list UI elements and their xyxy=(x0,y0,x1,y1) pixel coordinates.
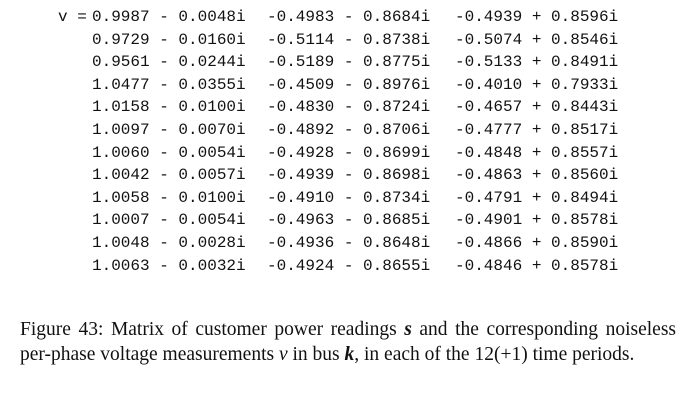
caption-symbol: k xyxy=(344,343,355,365)
matrix-entry: 1.0042 - 0.0057i xyxy=(92,166,246,185)
matrix-entry: -0.4901 + 0.8578i xyxy=(455,211,619,230)
matrix-entry: 1.0477 - 0.0355i xyxy=(92,75,246,94)
matrix-entry: -0.4939 + 0.8596i xyxy=(455,8,619,26)
matrix-entry: -0.4910 - 0.8734i xyxy=(267,188,431,207)
caption-symbol: s xyxy=(404,319,412,340)
matrix-entry: 1.0097 - 0.0070i xyxy=(92,120,246,139)
matrix-entry: 1.0060 - 0.0054i xyxy=(92,143,246,162)
caption: Figure 43: Matrix of customer power read… xyxy=(20,318,676,367)
matrix-entry: 1.0058 - 0.0100i xyxy=(92,188,246,207)
caption-text: Matrix of customer power readings xyxy=(110,319,397,340)
caption-text: , in each of the 12(+1) time periods. xyxy=(354,343,635,365)
matrix-entry: 0.9561 - 0.0244i xyxy=(92,53,246,72)
matrix-entry: -0.4509 - 0.8976i xyxy=(267,75,431,94)
matrix-entry: -0.4863 + 0.8560i xyxy=(455,166,619,185)
matrix-entry: 1.0048 - 0.0028i xyxy=(92,233,246,252)
matrix-entry: -0.5133 + 0.8491i xyxy=(455,53,619,72)
matrix-entry: -0.4939 - 0.8698i xyxy=(267,166,431,185)
matrix-entry: 1.0063 - 0.0032i xyxy=(92,256,246,275)
matrix-entry: -0.4963 - 0.8685i xyxy=(267,211,431,230)
matrix-entry: -0.4892 - 0.8706i xyxy=(267,120,431,139)
matrix-entry: 0.9729 - 0.0160i xyxy=(92,30,246,49)
matrix-label: v = xyxy=(58,8,87,26)
matrix-entry: -0.5189 - 0.8775i xyxy=(267,53,431,72)
matrix-entry: -0.4657 + 0.8443i xyxy=(455,98,619,117)
matrix-entry: -0.4928 - 0.8699i xyxy=(267,143,431,162)
matrix-entry: -0.4010 + 0.7933i xyxy=(455,75,619,94)
matrix-entry: -0.5074 + 0.8546i xyxy=(455,30,619,49)
caption-text: and the corresponding noiseless per-phas… xyxy=(20,319,676,365)
matrix-entry: 1.0007 - 0.0054i xyxy=(92,211,246,230)
matrix-entry: -0.4866 + 0.8590i xyxy=(455,233,619,252)
figure-label: Figure 43: xyxy=(20,319,104,340)
caption-symbol: v xyxy=(278,343,288,365)
matrix-entry: -0.4848 + 0.8557i xyxy=(455,143,619,162)
matrix-entry: -0.4924 - 0.8655i xyxy=(267,256,431,275)
matrix-entry: 1.0158 - 0.0100i xyxy=(92,98,246,117)
matrix-entry: -0.4936 - 0.8648i xyxy=(267,233,431,252)
matrix-entry: -0.4830 - 0.8724i xyxy=(267,98,431,117)
matrix-entry: -0.4777 + 0.8517i xyxy=(455,120,619,139)
matrix-entry: -0.4983 - 0.8684i xyxy=(267,8,431,26)
caption-text: in bus xyxy=(292,343,340,365)
matrix-entry: -0.4791 + 0.8494i xyxy=(455,188,619,207)
matrix-entry: 0.9987 - 0.0048i xyxy=(92,8,246,26)
matrix-entry: -0.4846 + 0.8578i xyxy=(455,256,619,275)
matrix-entry: -0.5114 - 0.8738i xyxy=(267,30,431,49)
